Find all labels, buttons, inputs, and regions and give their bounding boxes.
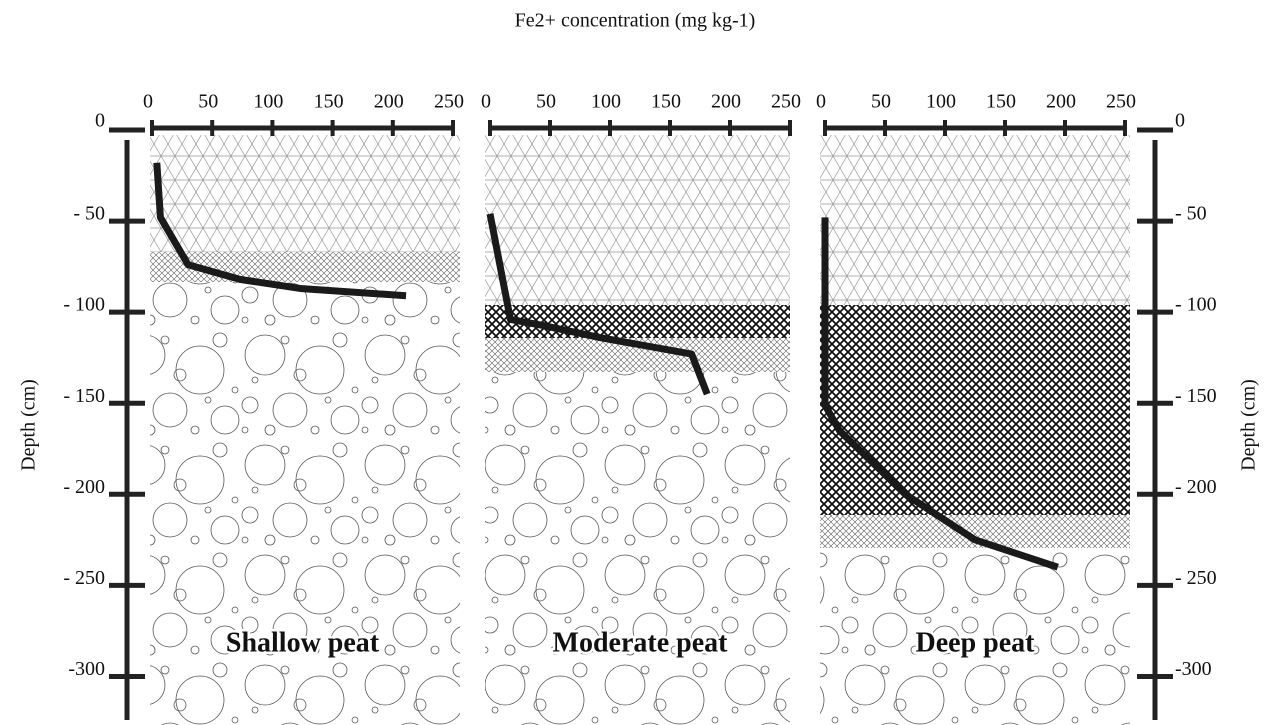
y-axis-label: Depth (cm) [18,379,40,471]
x-tick-label: 0 [143,91,153,113]
y-tick-label: -300 [68,658,105,680]
y-tick-label: - 200 [1175,476,1217,498]
y-tick-label: - 50 [73,203,105,225]
x-tick-label: 100 [591,91,621,113]
x-tick-label: 100 [253,91,283,113]
x-tick-label: 150 [651,91,681,113]
y-tick-label: - 100 [63,294,105,316]
x-tick-label: 50 [871,91,891,113]
data-line [821,217,1059,571]
x-tick-label: 250 [771,91,801,113]
x-tick-label: 150 [986,91,1016,113]
x-tick-label: 0 [481,91,491,113]
panel-label: Moderate peat [553,627,729,658]
data-line [153,162,407,300]
y-tick-label: - 100 [1175,294,1217,316]
data-line [486,213,711,396]
y-tick-label: 0 [1175,110,1185,132]
y-tick-label: - 250 [63,567,105,589]
x-tick-label: 200 [711,91,741,113]
x-tick-label: 50 [198,91,218,113]
y-tick-label: - 50 [1175,203,1207,225]
x-tick-label: 0 [816,91,826,113]
x-tick-label: 50 [536,91,556,113]
x-tick-label: 200 [1046,91,1076,113]
chart-title: Fe2+ concentration (mg kg-1) [515,10,756,32]
y-tick-label: - 200 [63,476,105,498]
x-tick-label: 250 [1106,91,1136,113]
panel-label: Shallow peat [226,627,380,658]
y-tick-label: - 250 [1175,567,1217,589]
x-tick-label: 250 [434,91,464,113]
x-tick-label: 150 [314,91,344,113]
y-tick-label: - 150 [1175,385,1217,407]
x-tick-label: 200 [374,91,404,113]
x-tick-label: 100 [926,91,956,113]
y-tick-label: -300 [1175,658,1212,680]
panel-label: Deep peat [916,627,1036,658]
y-tick-label: 0 [95,110,105,132]
y-tick-label: - 150 [63,385,105,407]
y-axis-label: Depth (cm) [1238,379,1260,471]
